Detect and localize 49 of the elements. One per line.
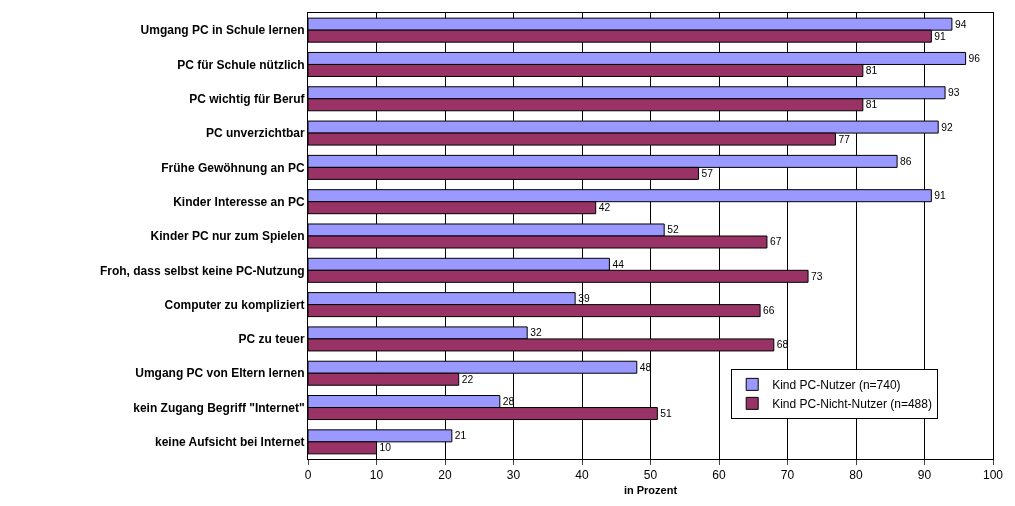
legend-label: Kind PC-Nutzer (n=740) bbox=[772, 378, 901, 393]
data-label: 77 bbox=[838, 133, 851, 145]
data-label: 10 bbox=[379, 442, 392, 454]
data-label: 32 bbox=[530, 327, 542, 339]
x-tick-label: 90 bbox=[917, 468, 932, 483]
data-label: 96 bbox=[968, 52, 981, 64]
x-tick-label: 0 bbox=[304, 468, 312, 483]
x-tick-label: 50 bbox=[643, 468, 658, 483]
y-tick-label: Umgang PC in Schule lernen bbox=[140, 23, 305, 38]
x-tick-label: 70 bbox=[780, 468, 795, 483]
data-label: 94 bbox=[954, 18, 967, 30]
y-tick-label: PC für Schule nützlich bbox=[177, 57, 305, 72]
data-label: 51 bbox=[660, 407, 673, 419]
y-tick-label: Kinder Interesse an PC bbox=[173, 194, 305, 209]
x-tick-label: 30 bbox=[506, 468, 521, 483]
data-label: 81 bbox=[865, 64, 878, 76]
y-tick-label: Kinder PC nur zum Spielen bbox=[150, 229, 305, 244]
data-label: 44 bbox=[612, 258, 625, 270]
data-label: 91 bbox=[934, 190, 947, 202]
x-tick-label: 100 bbox=[982, 468, 1004, 483]
y-tick-label: Froh, dass selbst keine PC-Nutzung bbox=[99, 263, 305, 278]
x-tick-label: 60 bbox=[712, 468, 726, 483]
data-label: 86 bbox=[900, 155, 912, 167]
data-label: 81 bbox=[865, 99, 878, 111]
y-tick-label: Computer zu kompliziert bbox=[164, 297, 305, 312]
x-tick-label: 40 bbox=[575, 468, 589, 483]
y-tick-label: keine Aufsicht bei Internet bbox=[155, 435, 305, 450]
y-tick-label: PC wichtig für Beruf bbox=[189, 91, 306, 106]
data-label: 73 bbox=[811, 270, 823, 282]
x-tick-label: 10 bbox=[369, 468, 384, 483]
x-axis-title: in Prozent bbox=[623, 483, 678, 496]
data-label: 66 bbox=[763, 305, 775, 317]
data-label: 22 bbox=[461, 373, 474, 385]
data-label: 67 bbox=[769, 236, 782, 248]
data-label: 57 bbox=[701, 167, 714, 179]
y-tick-label: PC unverzichtbar bbox=[205, 126, 305, 141]
data-label: 21 bbox=[454, 430, 467, 442]
y-tick-label: Frühe Gewöhnung an PC bbox=[161, 160, 305, 175]
data-label: 92 bbox=[941, 121, 953, 133]
data-label: 91 bbox=[934, 30, 947, 42]
y-tick-label: kein Zugang Begriff "Internet" bbox=[133, 400, 305, 415]
y-tick-label: Umgang PC von Eltern lernen bbox=[135, 366, 305, 381]
data-label: 52 bbox=[667, 224, 679, 236]
x-tick-label: 80 bbox=[849, 468, 863, 483]
legend-label: Kind PC-Nicht-Nutzer (n=488) bbox=[772, 397, 932, 412]
data-label: 42 bbox=[598, 202, 611, 214]
y-tick-label: PC zu teuer bbox=[238, 332, 305, 347]
x-tick-label: 20 bbox=[438, 468, 452, 483]
data-label: 93 bbox=[948, 87, 960, 99]
